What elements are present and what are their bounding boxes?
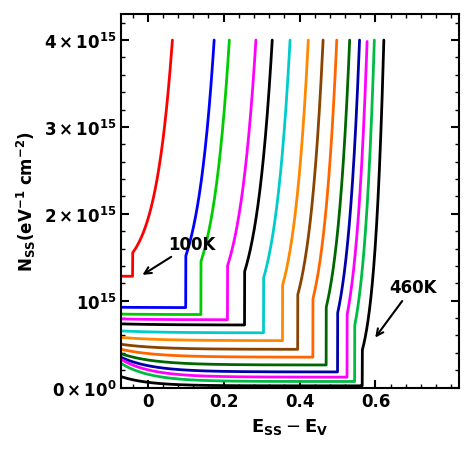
Text: 460K: 460K bbox=[377, 278, 436, 336]
Y-axis label: $\mathbf{N_{SS}(eV^{-1}\ cm^{-2})}$: $\mathbf{N_{SS}(eV^{-1}\ cm^{-2})}$ bbox=[15, 131, 38, 272]
X-axis label: $\mathbf{E_{SS}{\rm -}E_V}$: $\mathbf{E_{SS}{\rm -}E_V}$ bbox=[251, 416, 329, 436]
Text: 100K: 100K bbox=[145, 235, 216, 274]
